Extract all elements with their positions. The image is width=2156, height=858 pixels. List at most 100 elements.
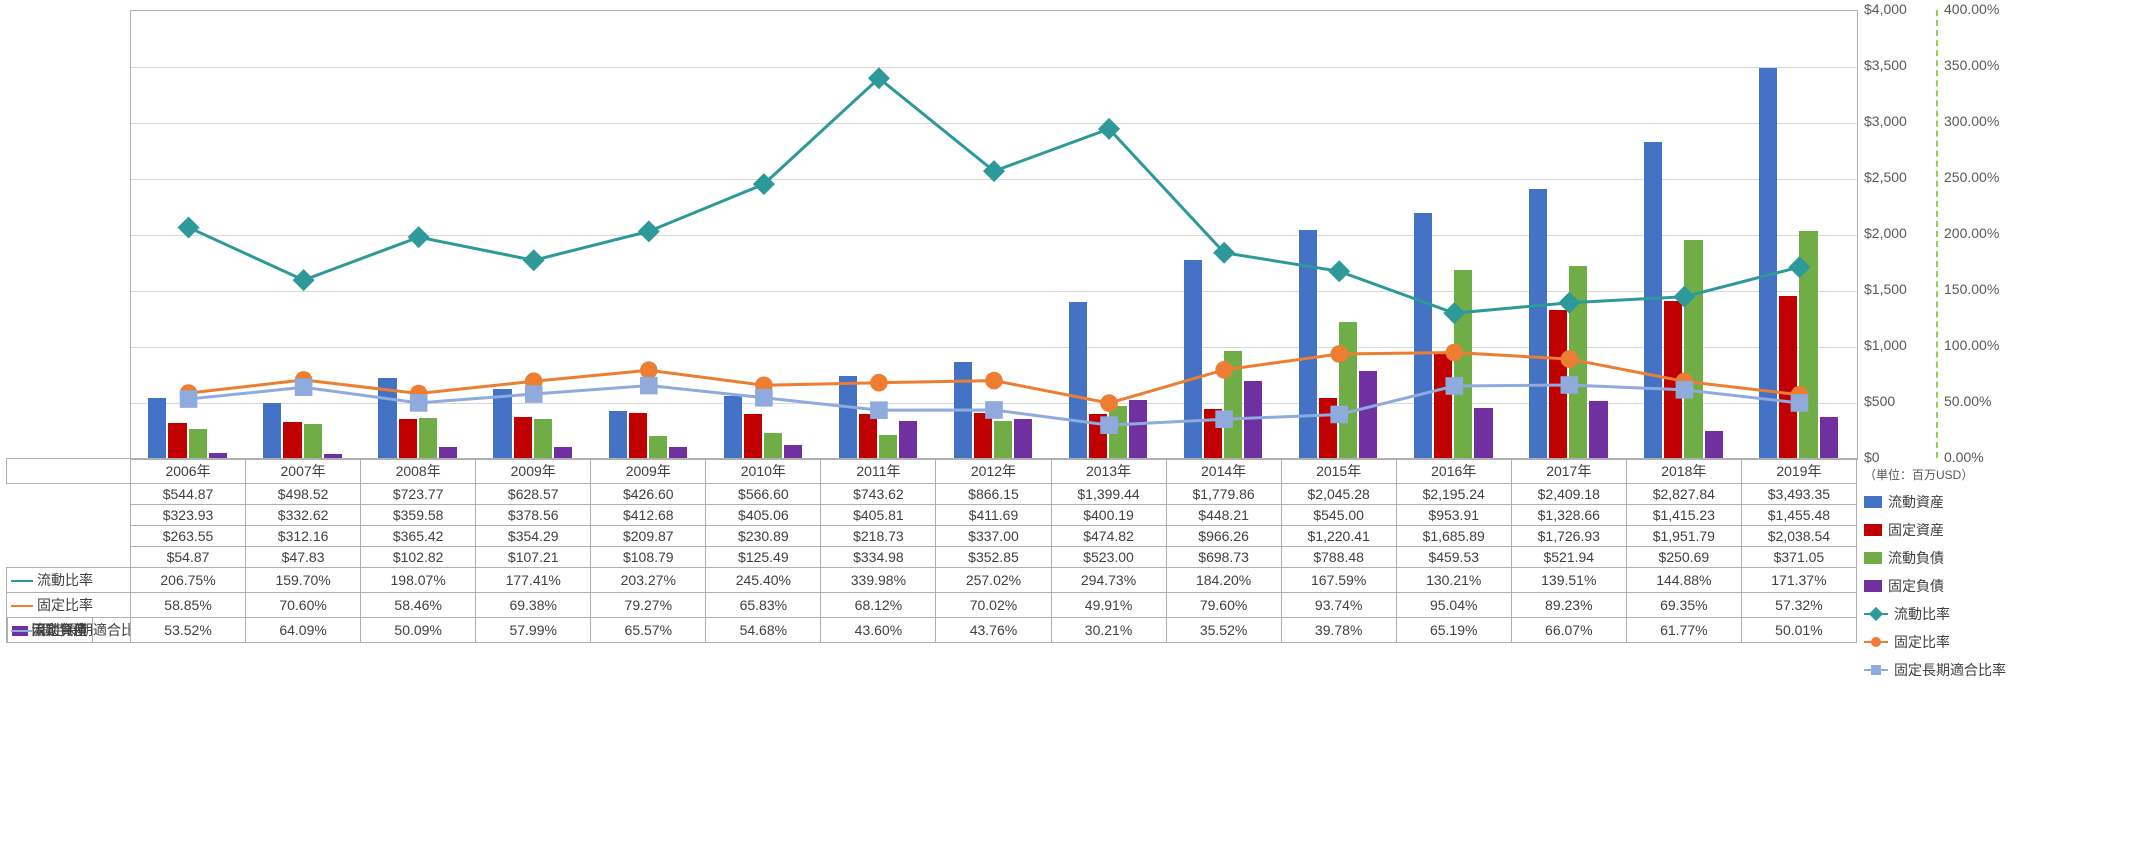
table-cell: 50.01% [1741,618,1856,643]
year-header: 2015年 [1281,459,1396,484]
legend-label: 流動比率 [1894,604,1950,624]
table-cell: $371.05 [1741,547,1856,568]
year-header: 2010年 [706,459,821,484]
table-cell: $545.00 [1281,505,1396,526]
year-header: 2009年 [476,459,591,484]
table-cell: $405.81 [821,505,936,526]
table-cell: $337.00 [936,526,1051,547]
table-cell: $474.82 [1051,526,1166,547]
table-cell: $218.73 [821,526,936,547]
year-header: 2017年 [1511,459,1626,484]
unit-label: （単位：百万USD） [1864,466,1973,483]
table-cell: 294.73% [1051,568,1166,593]
table-cell: 184.20% [1166,568,1281,593]
table-cell: 57.32% [1741,593,1856,618]
table-cell: 49.91% [1051,593,1166,618]
y-left-tick-label: $3,500 [1864,57,1907,73]
legend-label: 固定負債 [1888,576,1944,596]
table-cell: 39.78% [1281,618,1396,643]
table-cell: $2,409.18 [1511,484,1626,505]
row-label: 固定負債 [32,622,88,638]
table-cell: $1,399.44 [1051,484,1166,505]
table-cell: $47.83 [246,547,361,568]
row-header-fixedRatio: 固定比率 [7,593,131,618]
y-right-tick-label: 350.00% [1944,57,1999,73]
table-cell: $1,951.79 [1626,526,1741,547]
legend-ltAdeq: 固定長期適合比率 [1864,656,2006,684]
table-cell: 203.27% [591,568,706,593]
y-left-tick-label: $500 [1864,393,1895,409]
table-cell: 65.83% [706,593,821,618]
table-cell: $743.62 [821,484,936,505]
y-left-tick-label: $1,500 [1864,281,1907,297]
y-left-tick-label: $1,000 [1864,337,1907,353]
table-cell: 95.04% [1396,593,1511,618]
table-cell: $953.91 [1396,505,1511,526]
table-cell: 54.68% [706,618,821,643]
table-cell: $263.55 [131,526,246,547]
table-cell: 35.52% [1166,618,1281,643]
legend-fixedRatio: 固定比率 [1864,628,2006,656]
row-label: 流動比率 [37,572,93,588]
table-cell: $107.21 [476,547,591,568]
table-cell: $378.56 [476,505,591,526]
table-cell: 43.60% [821,618,936,643]
table-cell: 68.12% [821,593,936,618]
table-cell: 89.23% [1511,593,1626,618]
table-cell: $334.98 [821,547,936,568]
legend-label: 固定資産 [1888,520,1944,540]
table-cell: 64.09% [246,618,361,643]
y-right-tick-label: 300.00% [1944,113,1999,129]
table-cell: $723.77 [361,484,476,505]
table-cell: 257.02% [936,568,1051,593]
y-right-tick-label: 200.00% [1944,225,1999,241]
table-cell: $125.49 [706,547,821,568]
table-cell: 245.40% [706,568,821,593]
legend: 流動資産固定資産流動負債固定負債流動比率固定比率固定長期適合比率 [1864,488,2006,684]
legend-label: 固定比率 [1894,632,1950,652]
table-cell: 339.98% [821,568,936,593]
table-cell: $1,328.66 [1511,505,1626,526]
axis-separator [1936,10,1938,458]
table-cell: $1,685.89 [1396,526,1511,547]
year-header: 2018年 [1626,459,1741,484]
y-right-tick-label: 400.00% [1944,1,1999,17]
table-cell: 130.21% [1396,568,1511,593]
table-corner [7,459,131,484]
table-cell: $523.00 [1051,547,1166,568]
table-cell: 58.46% [361,593,476,618]
table-cell: $566.60 [706,484,821,505]
table-cell: 79.27% [591,593,706,618]
legend-label: 流動資産 [1888,492,1944,512]
table-cell: 58.85% [131,593,246,618]
table-cell: $2,195.24 [1396,484,1511,505]
table-cell: 93.74% [1281,593,1396,618]
table-cell: $405.06 [706,505,821,526]
table-cell: $426.60 [591,484,706,505]
y-right-tick-label: 0.00% [1944,449,1984,465]
table-cell: $698.73 [1166,547,1281,568]
table-cell: $354.29 [476,526,591,547]
y-right-tick-label: 50.00% [1944,393,1991,409]
year-header: 2007年 [246,459,361,484]
table-cell: $411.69 [936,505,1051,526]
legend-currAssets: 流動資産 [1864,488,2006,516]
table-cell: $448.21 [1166,505,1281,526]
year-header: 2014年 [1166,459,1281,484]
legend-fixedLiab: 固定負債 [1864,572,2006,600]
table-cell: $2,038.54 [1741,526,1856,547]
y-left-tick-label: $3,000 [1864,113,1907,129]
table-cell: $400.19 [1051,505,1166,526]
table-cell: $365.42 [361,526,476,547]
table-cell: $359.58 [361,505,476,526]
table-cell: $312.16 [246,526,361,547]
table-cell: $1,455.48 [1741,505,1856,526]
legend-label: 流動負債 [1888,548,1944,568]
table-cell: $1,415.23 [1626,505,1741,526]
table-cell: 177.41% [476,568,591,593]
table-cell: 198.07% [361,568,476,593]
table-cell: $1,726.93 [1511,526,1626,547]
table-cell: $323.93 [131,505,246,526]
legend-label: 固定長期適合比率 [1894,660,2006,680]
table-cell: 66.07% [1511,618,1626,643]
